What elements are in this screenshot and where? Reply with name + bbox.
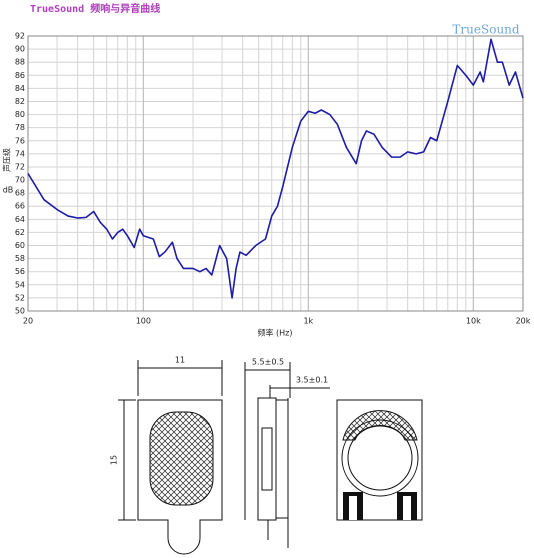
dim-depth-inner: 3.5±0.1 [296, 376, 328, 385]
y-tick-label: 54 [15, 280, 25, 289]
x-tick-label: 20k [516, 317, 531, 326]
response-line [27, 38, 524, 299]
y-tick-label: 84 [15, 84, 25, 93]
y-tick-label: 78 [15, 123, 25, 132]
chart-title: TrueSound 频响与异音曲线 [30, 2, 160, 15]
cone-hatch [149, 411, 214, 506]
y-tick-label: 62 [15, 228, 25, 237]
y-tick-label: 72 [15, 162, 25, 171]
plot-frame [27, 35, 524, 312]
dim-width: 11 [175, 356, 185, 365]
y-tick-label: 92 [15, 32, 25, 41]
y-tick-label: 50 [15, 307, 25, 316]
x-axis-label: 频率 (Hz) [258, 328, 293, 338]
y-tick-label: 66 [15, 202, 25, 211]
watermark: TrueSound [452, 23, 519, 37]
plot-area: 50 52 54 56 58 60 62 64 66 68 70 72 74 76 78 80 82 84 86 88… [15, 32, 531, 326]
dim-depth: 5.5±0.5 [252, 358, 284, 367]
front-view [137, 399, 223, 555]
y-tick-label: 52 [15, 293, 25, 302]
y-tick-label: 64 [15, 215, 25, 224]
y-tick-label: 58 [15, 254, 25, 263]
y-tick-label: 70 [15, 176, 25, 185]
y-tick-label: 74 [15, 149, 25, 158]
x-tick-label: 10k [466, 317, 481, 326]
dim-height: 15 [110, 455, 119, 465]
x-tick-label: 20 [23, 317, 33, 326]
y-tick-label: 88 [15, 58, 25, 67]
y-tick-label: 56 [15, 267, 25, 276]
y-tick-label: 86 [15, 71, 25, 80]
y-tick-label: 80 [15, 110, 25, 119]
y-tick-label: 68 [15, 189, 25, 198]
y-axis-label: 声压级 [2, 148, 12, 172]
y-axis-unit: dB [3, 186, 14, 195]
y-tick-label: 60 [15, 241, 25, 250]
side-view [257, 397, 277, 521]
y-tick-label: 76 [15, 136, 25, 145]
drawing: 11 15 5.5±0.5 3.5±0.1 [110, 356, 423, 555]
y-tick-label: 90 [15, 45, 25, 54]
x-tick-label: 100 [136, 317, 151, 326]
y-tick-label: 82 [15, 97, 25, 106]
x-tick-label: 1k [303, 317, 313, 326]
back-view [336, 399, 423, 521]
